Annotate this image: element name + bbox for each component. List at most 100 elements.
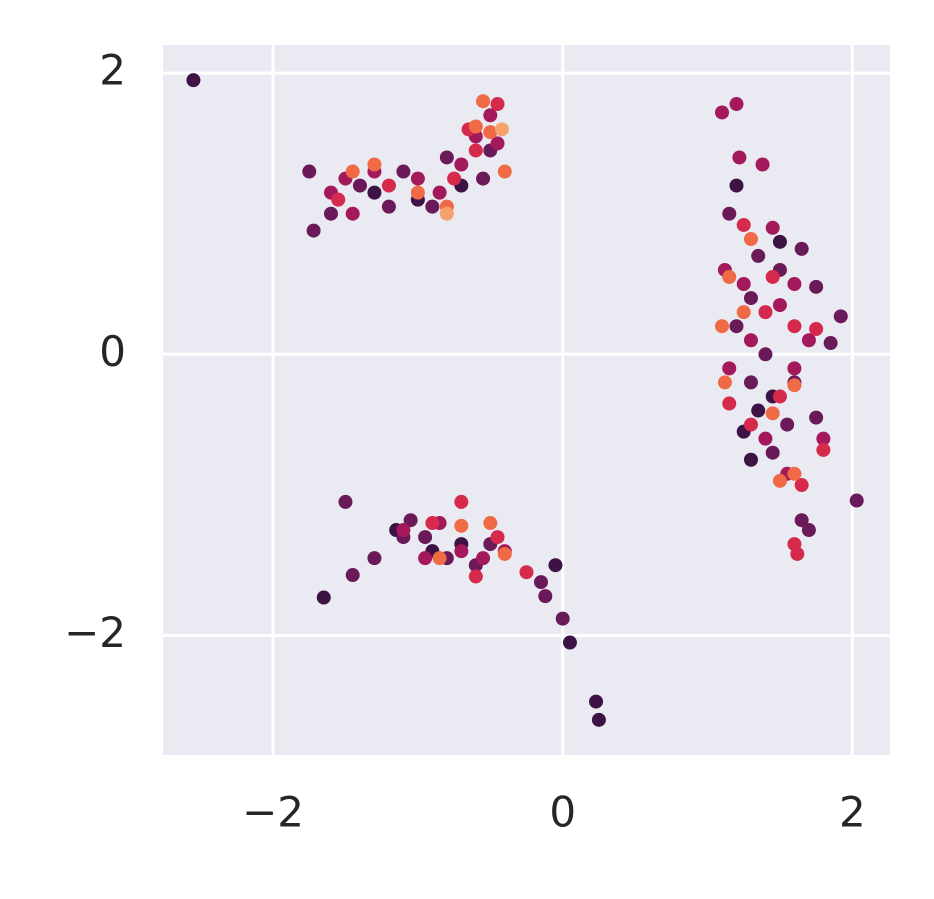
point: [447, 171, 462, 186]
point: [751, 403, 766, 418]
point: [801, 523, 816, 538]
point: [743, 291, 758, 306]
point: [345, 164, 360, 179]
point: [801, 333, 816, 348]
point: [425, 516, 440, 531]
point: [809, 322, 824, 336]
point: [743, 232, 758, 247]
point: [331, 192, 346, 207]
point: [381, 199, 396, 214]
point: [367, 551, 382, 566]
point: [533, 575, 548, 590]
point: [732, 150, 747, 165]
point: [186, 73, 201, 88]
point: [787, 378, 802, 393]
point: [418, 551, 433, 566]
point: [454, 157, 469, 172]
point: [787, 466, 802, 481]
point: [490, 97, 505, 112]
point: [548, 558, 563, 573]
point: [758, 431, 773, 446]
point: [483, 108, 498, 123]
point: [751, 248, 766, 263]
point: [562, 635, 577, 650]
point: [476, 94, 491, 109]
point: [338, 494, 353, 509]
point: [418, 530, 433, 545]
point: [490, 136, 505, 151]
point: [316, 590, 331, 605]
point: [454, 494, 469, 509]
point: [439, 150, 454, 165]
point: [772, 473, 787, 488]
point: [494, 122, 509, 137]
point: [809, 410, 824, 425]
point: [410, 171, 425, 186]
point: [538, 589, 553, 604]
point: [736, 305, 751, 320]
point: [765, 269, 780, 284]
point: [758, 347, 773, 362]
point: [790, 546, 805, 561]
x-tick-label: 0: [549, 788, 576, 837]
point: [345, 206, 360, 221]
point: [410, 185, 425, 200]
point: [367, 157, 382, 172]
point: [717, 375, 732, 390]
point: [367, 185, 382, 200]
point: [483, 516, 498, 531]
point: [439, 206, 454, 221]
point: [772, 234, 787, 249]
point: [589, 694, 604, 709]
point: [765, 445, 780, 460]
x-tick-label: 2: [839, 788, 866, 837]
point: [425, 199, 440, 214]
point: [715, 319, 730, 334]
point: [396, 523, 411, 538]
point: [794, 513, 809, 528]
point: [787, 361, 802, 376]
point: [772, 389, 787, 404]
point: [743, 452, 758, 467]
point: [483, 125, 498, 140]
point: [794, 241, 809, 256]
point: [403, 513, 418, 528]
point: [772, 298, 787, 313]
point: [809, 279, 824, 294]
point: [743, 417, 758, 432]
y-tick-label: 2: [99, 46, 126, 95]
point: [736, 277, 751, 292]
point: [729, 178, 744, 193]
point: [432, 185, 447, 200]
point: [722, 269, 737, 284]
point: [468, 119, 483, 134]
point: [497, 164, 512, 179]
point: [345, 568, 360, 583]
point: [555, 611, 570, 626]
point: [794, 478, 809, 493]
point: [432, 551, 447, 566]
point: [497, 546, 512, 561]
point: [591, 712, 606, 727]
point: [306, 223, 321, 238]
point: [468, 143, 483, 158]
point: [729, 97, 744, 112]
point: [743, 333, 758, 348]
point: [323, 206, 338, 221]
x-tick-label: −2: [242, 788, 304, 837]
point: [780, 417, 795, 432]
point: [302, 164, 317, 179]
point: [468, 569, 483, 584]
point: [755, 157, 770, 172]
point: [765, 220, 780, 235]
point: [454, 544, 469, 559]
point: [816, 442, 831, 457]
point: [722, 361, 737, 376]
point: [396, 164, 411, 179]
point: [833, 309, 848, 324]
point: [765, 406, 780, 421]
point: [722, 206, 737, 221]
point: [381, 178, 396, 193]
point: [849, 493, 864, 508]
